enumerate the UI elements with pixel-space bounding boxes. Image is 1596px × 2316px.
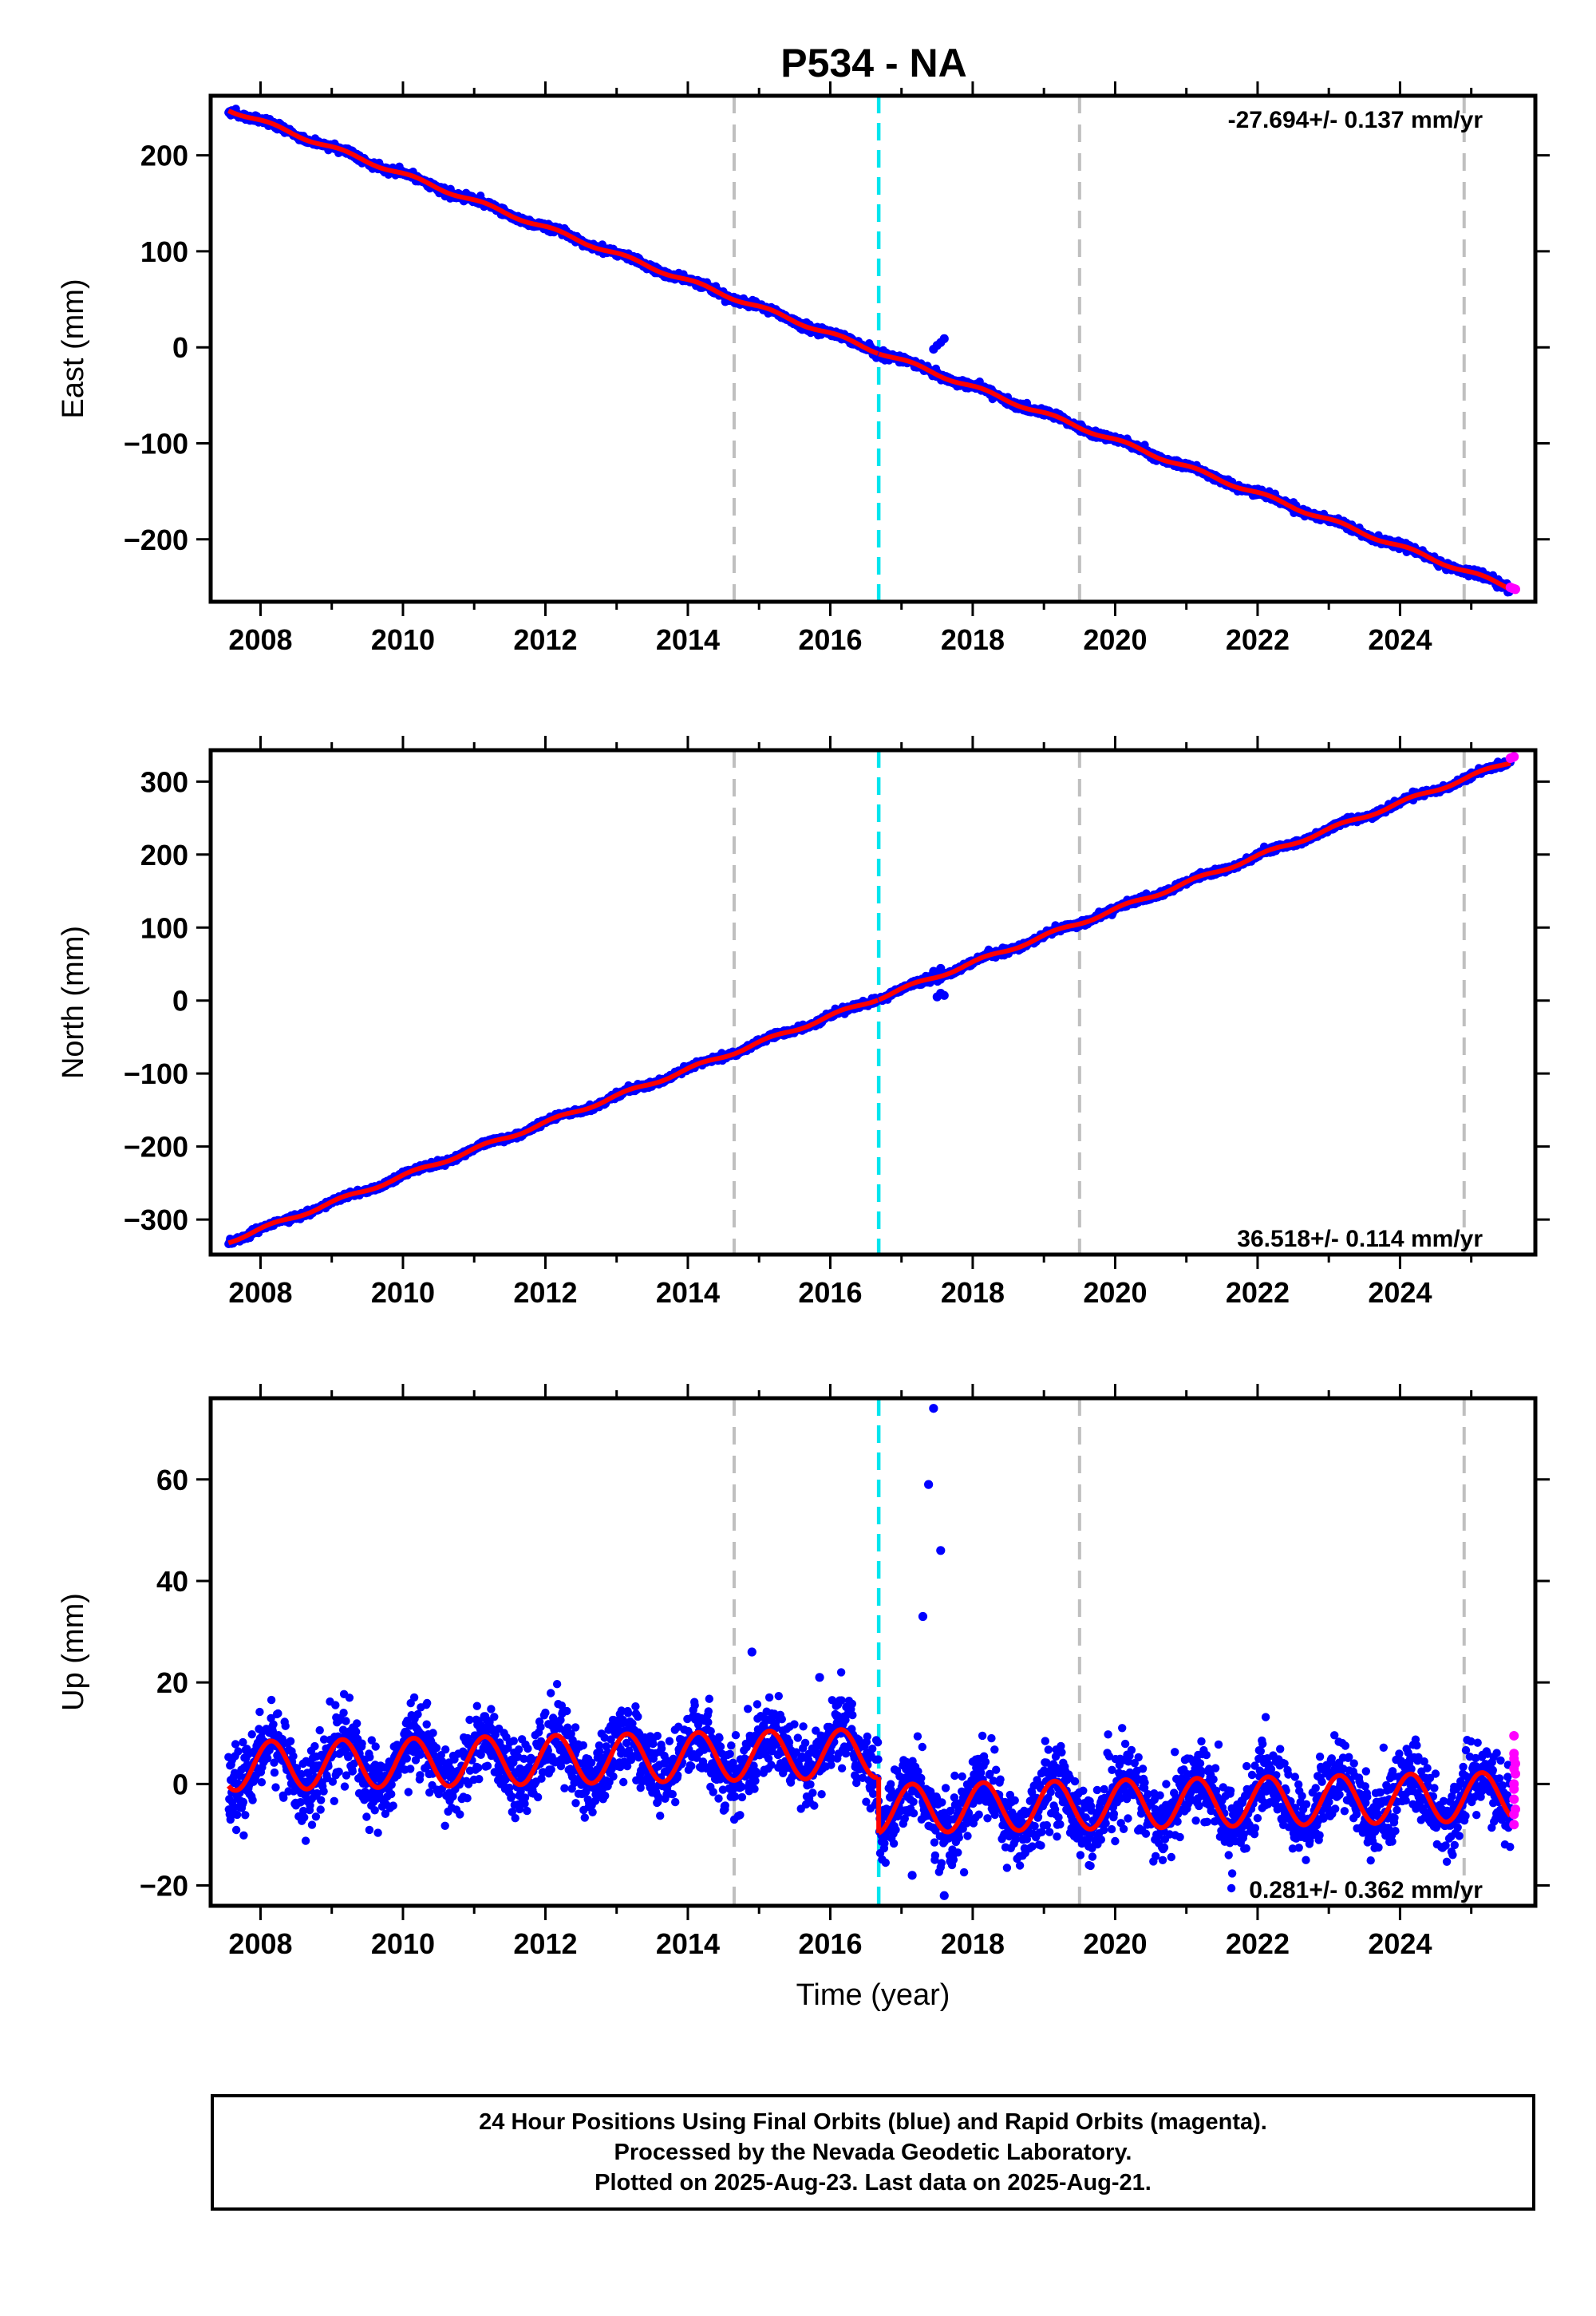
plot-frame: [208, 93, 1538, 604]
rate-label: -27.694+/- 0.137 mm/yr: [1228, 107, 1483, 133]
y-tick-label: −100: [124, 427, 188, 460]
panels: 2008 2010 2012 2014 2016 2018 2020 2022 2024 −200…: [57, 81, 1550, 2012]
y-tick-label: 200: [140, 140, 188, 172]
x-tick-label: 2016: [798, 623, 862, 656]
x-tick-label: 2020: [1083, 623, 1147, 656]
panel-2: 2008 2010 2012 2014 2016 2018 2020 2022 2024−300…: [57, 736, 1550, 1309]
x-tick-label: 2014: [656, 623, 720, 656]
y-tick-label: 0: [172, 331, 188, 364]
x-tick-label: 2008: [228, 623, 292, 656]
x-tick-label: 2018: [941, 623, 1005, 656]
figure-title: P534 - NA: [780, 41, 966, 85]
model-fit-line-2: [878, 351, 1512, 592]
x-tick-label: 2022: [1226, 623, 1290, 656]
outlier-point: [939, 334, 949, 343]
y-tick-label: 100: [140, 235, 188, 268]
y-ticks: [196, 154, 1550, 541]
x-tick-label: 2010: [371, 623, 435, 656]
rapid-orbit-points: [1505, 582, 1521, 595]
model-fit-line-1: [227, 109, 879, 356]
x-tick-label: 2012: [513, 623, 577, 656]
outlier-point: [932, 341, 942, 350]
y-axis-label: East (mm): [57, 279, 90, 418]
x-tick-label: 2024: [1368, 623, 1432, 656]
plot-area: [224, 105, 1521, 597]
x-ticks: [259, 81, 1473, 616]
panel-1: 2008 2010 2012 2014 2016 2018 2020 2022 2024 −200…: [57, 81, 1550, 656]
y-tick-label: −200: [124, 524, 188, 556]
rapid-point: [1511, 584, 1521, 595]
plot-area: [224, 752, 1519, 1248]
